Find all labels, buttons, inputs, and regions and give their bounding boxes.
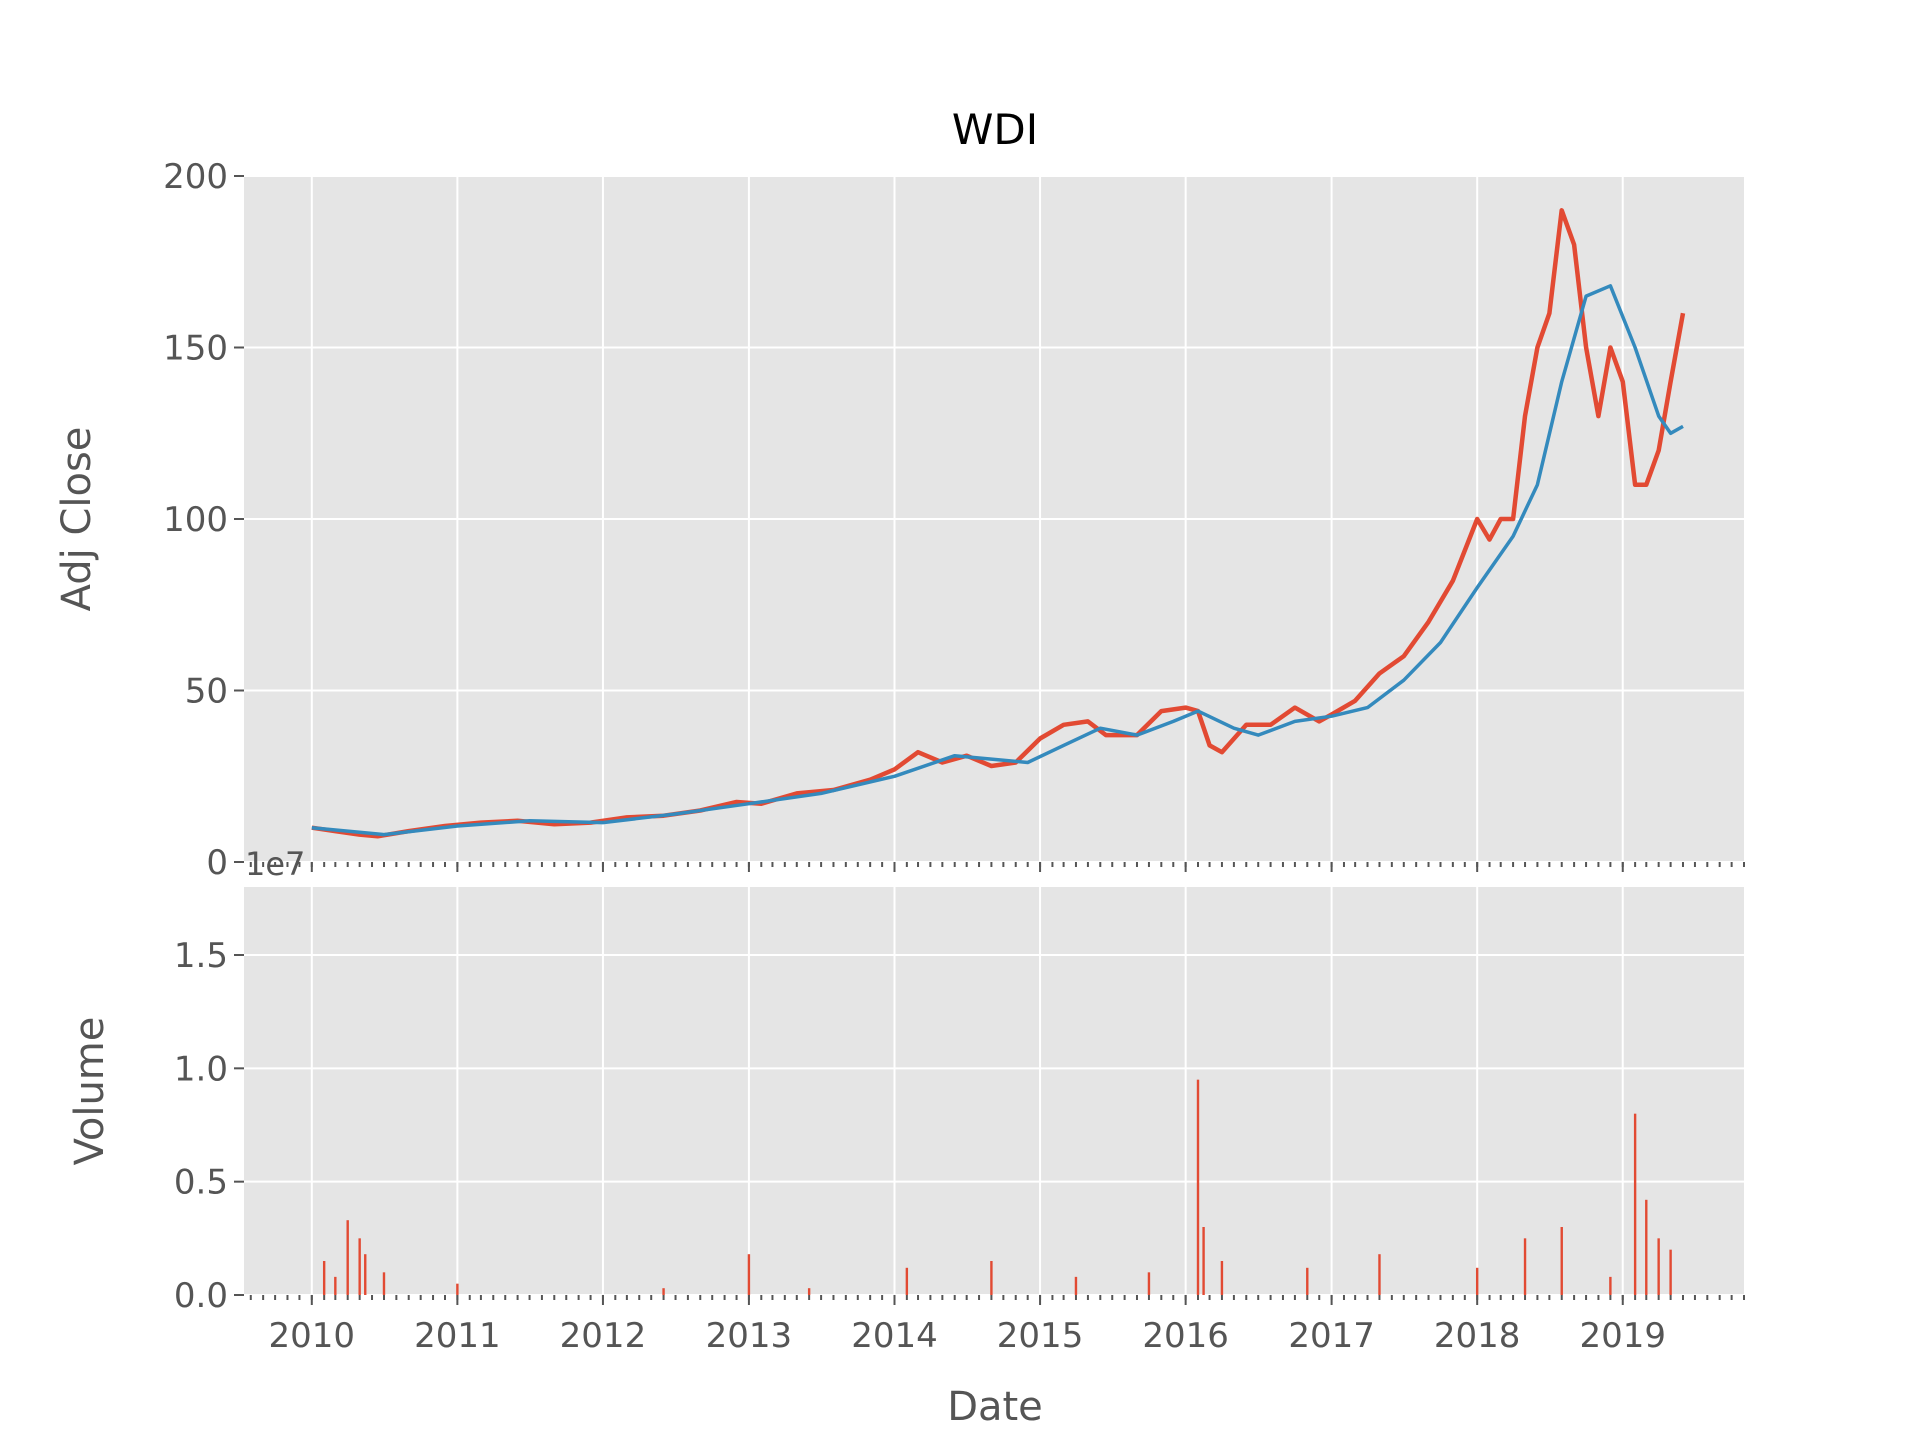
price-series-lines — [311, 208, 1686, 839]
volume-bar-26 — [1669, 1249, 1672, 1295]
volume-bar-22 — [1609, 1276, 1612, 1295]
volume-bar-6 — [456, 1283, 459, 1295]
x-tick-label-2016: 2016 — [1142, 1316, 1229, 1356]
volume-bar-17 — [1306, 1267, 1309, 1295]
volume-bar-14 — [1196, 1079, 1200, 1295]
volume-y-ticks: 0.0 0.5 1.0 1.5 — [174, 936, 244, 1316]
price-ytick-label-150: 150 — [163, 329, 228, 369]
volume-bar-16 — [1220, 1261, 1224, 1295]
volume-plot-area — [244, 887, 1744, 1295]
volume-panel: 0.00.51.01.5 2010 2011 2012 2013 2014 2015 201… — [67, 845, 1745, 1430]
price-panel: 0 50 100 150 200 Adj Close — [54, 157, 1745, 883]
x-tick-label-2018: 2018 — [1434, 1316, 1521, 1356]
adj-close-line — [311, 208, 1686, 839]
volume-x-ticks: 2010 2011 2012 2013 2014 2015 2016 2017 2018 2019 — [249, 1295, 1745, 1356]
volume-bar-5 — [382, 1272, 386, 1295]
volume-bar-7 — [662, 1288, 665, 1295]
price-x-ticks — [249, 862, 1745, 872]
volume-bar-15 — [1202, 1227, 1205, 1295]
x-tick-label-2015: 2015 — [997, 1316, 1084, 1356]
volume-bar-21 — [1560, 1227, 1563, 1295]
volume-bar-3 — [358, 1238, 361, 1295]
volume-ytick-label-0.0: 0.0 — [174, 1276, 228, 1316]
volume-bar-20 — [1523, 1238, 1527, 1295]
volume-bar-24 — [1645, 1199, 1648, 1295]
price-ytick-label-100: 100 — [163, 500, 228, 540]
x-tick-label-2010: 2010 — [269, 1316, 356, 1356]
volume-bar-25 — [1657, 1238, 1660, 1295]
price-y-ticks: 0 50 100 150 200 — [163, 157, 244, 883]
volume-bar-8 — [747, 1254, 751, 1295]
volume-bar-23 — [1633, 1113, 1637, 1295]
x-tick-label-2012: 2012 — [560, 1316, 647, 1356]
x-tick-label-2014: 2014 — [851, 1316, 938, 1356]
price-ytick-label-0: 0 — [206, 843, 228, 883]
volume-scale-label: 1e7 — [245, 845, 305, 883]
volume-bar-1 — [334, 1276, 337, 1295]
volume-ytick-label-0.5: 0.5 — [174, 1163, 228, 1203]
volume-bar-18 — [1378, 1254, 1381, 1295]
volume-ytick-label-1.0: 1.0 — [174, 1049, 228, 1089]
x-tick-label-2013: 2013 — [706, 1316, 793, 1356]
x-axis-label: Date — [947, 1384, 1043, 1430]
price-y-axis-label: Adj Close — [54, 427, 100, 612]
price-ytick-label-50: 50 — [185, 672, 228, 712]
x-tick-label-2017: 2017 — [1288, 1316, 1375, 1356]
volume-bar-11 — [990, 1261, 993, 1295]
price-ytick-label-200: 200 — [163, 157, 228, 197]
volume-ytick-label-1.5: 1.5 — [174, 936, 228, 976]
volume-bar-2 — [346, 1220, 349, 1295]
x-tick-label-2011: 2011 — [414, 1316, 501, 1356]
volume-bar-12 — [1074, 1276, 1078, 1295]
x-tick-label-2019: 2019 — [1579, 1316, 1666, 1356]
volume-bar-10 — [905, 1267, 909, 1295]
chart-title: WDI — [952, 105, 1038, 154]
volume-bar-4 — [364, 1254, 367, 1295]
price-gridlines — [244, 175, 1744, 863]
moving-average-line — [311, 284, 1684, 837]
volume-bar-19 — [1475, 1267, 1479, 1295]
volume-bar-13 — [1147, 1272, 1151, 1295]
volume-bar-9 — [807, 1288, 811, 1295]
volume-bars — [322, 1079, 1672, 1295]
volume-y-axis-label: Volume — [67, 1017, 113, 1166]
volume-bar-0 — [322, 1261, 326, 1295]
